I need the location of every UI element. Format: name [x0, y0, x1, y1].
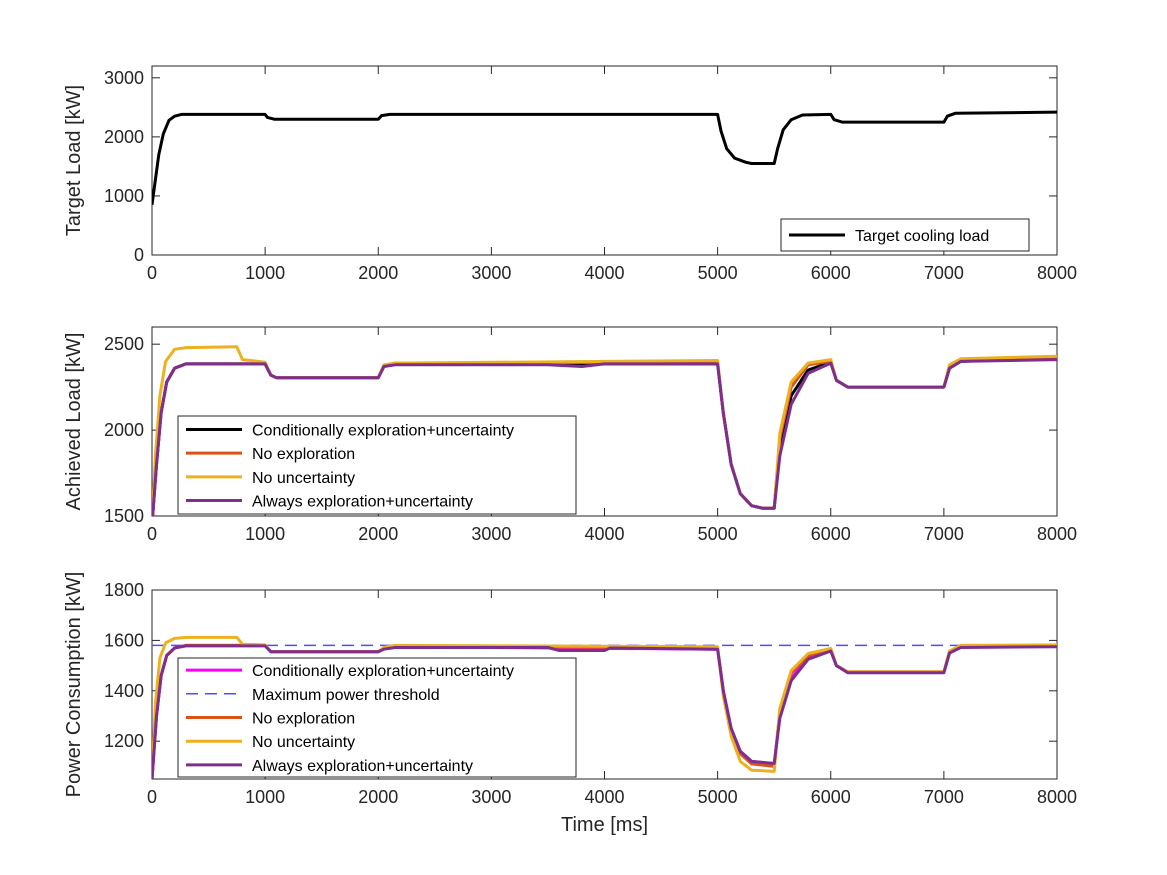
y-tick-label: 1600: [104, 630, 144, 650]
x-tick-label: 2000: [358, 263, 398, 283]
legend-label: Conditionally exploration+uncertainty: [252, 663, 514, 680]
x-tick-label: 6000: [811, 524, 851, 544]
y-axis-label: Target Load [kW]: [63, 85, 85, 236]
legend-label: No exploration: [252, 446, 355, 463]
subplot-2: 0 1000 2000 3000 4000 5000 6000 7000 8000 1500 200…: [63, 326, 1077, 544]
y-tick-label: 1400: [104, 681, 144, 701]
series-group: [152, 635, 1057, 779]
series-group: [152, 345, 1057, 516]
x-tick-label: 0: [147, 787, 157, 807]
x-tick-label: 6000: [811, 263, 851, 283]
legend-box: [177, 415, 577, 515]
y-tick-label: 2000: [104, 420, 144, 440]
y-tick-label: 1200: [104, 731, 144, 751]
series-line-always-exploration-uncertainty: [152, 644, 1057, 779]
x-tick-label: 3000: [471, 787, 511, 807]
y-tick-label: 2000: [104, 127, 144, 147]
legend-label: No uncertainty: [252, 470, 355, 487]
y-axis-label: Achieved Load [kW]: [63, 333, 85, 511]
legend: Conditionally exploration+uncertainty No …: [177, 415, 577, 515]
legend-label: Always exploration+uncertainty: [252, 758, 473, 775]
x-tick-label: 7000: [924, 263, 964, 283]
x-tick-label: 8000: [1037, 263, 1077, 283]
legend-label: Maximum power threshold: [252, 687, 440, 704]
x-tick-label: 5000: [698, 787, 738, 807]
x-tick-label: 1000: [245, 263, 285, 283]
x-tick-label: 1000: [245, 787, 285, 807]
x-tick-label: 1000: [245, 524, 285, 544]
legend-label: Always exploration+uncertainty: [252, 494, 473, 511]
x-tick-label: 0: [147, 263, 157, 283]
y-axis-label: Power Consumption [kW]: [63, 572, 85, 798]
legend-box: [177, 657, 577, 778]
y-tick-label: 2500: [104, 334, 144, 354]
x-tick-label: 3000: [471, 524, 511, 544]
legend: Target cooling load: [780, 218, 1030, 252]
x-tick-label: 4000: [584, 787, 624, 807]
x-tick-label: 4000: [584, 263, 624, 283]
series-line-target-cooling-load: [152, 110, 1057, 206]
series-line-always-exploration-uncertainty: [152, 358, 1057, 516]
x-tick-label: 5000: [698, 524, 738, 544]
subplot-3: 0 1000 2000 3000 4000 5000 6000 7000 8000 1200 140…: [63, 572, 1077, 836]
legend-label: Conditionally exploration+uncertainty: [252, 422, 514, 439]
x-tick-label: 3000: [471, 263, 511, 283]
y-tick-label: 1500: [104, 506, 144, 526]
y-tick-label: 1000: [104, 186, 144, 206]
legend-label: Target cooling load: [855, 228, 989, 245]
series-group: [152, 110, 1057, 206]
x-tick-label: 2000: [358, 524, 398, 544]
legend-label: No exploration: [252, 711, 355, 728]
x-tick-label: 2000: [358, 787, 398, 807]
y-tick-label: 0: [134, 245, 144, 265]
x-tick-label: 7000: [924, 787, 964, 807]
x-tick-label: 6000: [811, 787, 851, 807]
legend: Conditionally exploration+uncertainty Max…: [177, 657, 577, 778]
legend-label: No uncertainty: [252, 734, 355, 751]
x-tick-label: 7000: [924, 524, 964, 544]
x-tick-label: 0: [147, 524, 157, 544]
x-axis-label: Time [ms]: [561, 814, 648, 836]
x-tick-label: 4000: [584, 524, 624, 544]
x-tick-label: 8000: [1037, 524, 1077, 544]
subplot-1: 0 1000 2000 3000 4000 5000 6000 7000 8000 0 1000 20…: [63, 65, 1077, 283]
y-tick-label: 3000: [104, 68, 144, 88]
x-tick-label: 8000: [1037, 787, 1077, 807]
y-tick-label: 1800: [104, 580, 144, 600]
x-tick-label: 5000: [698, 263, 738, 283]
